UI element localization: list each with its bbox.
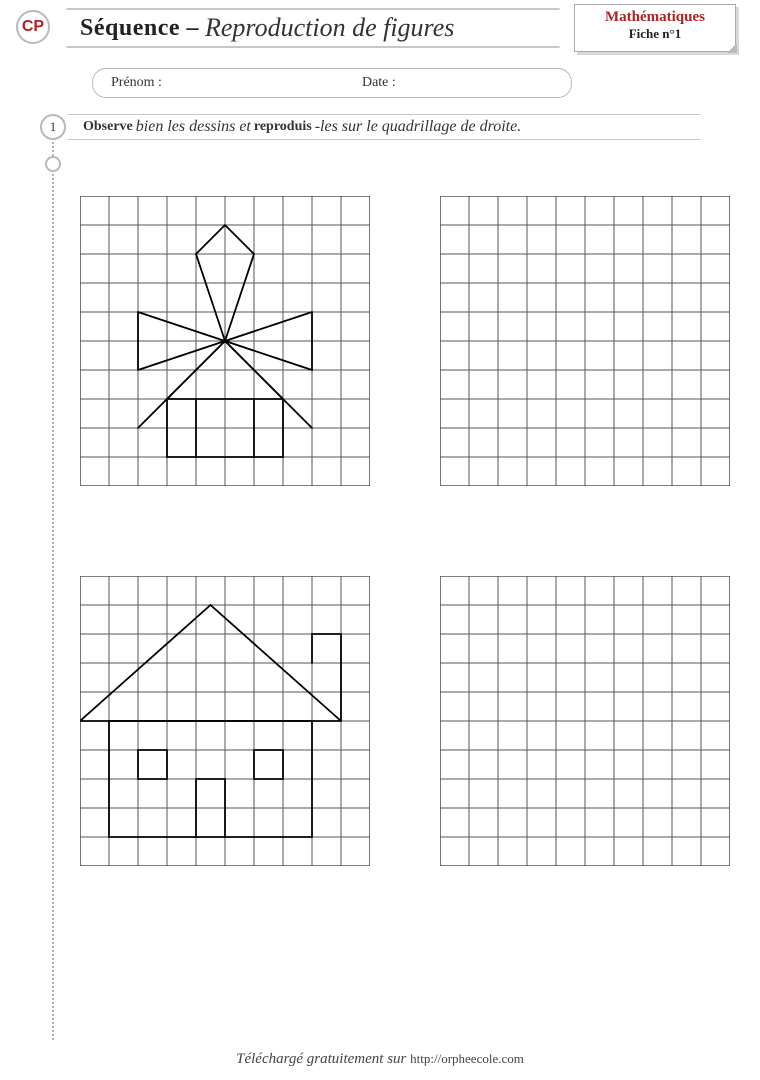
grid-row-1 (80, 196, 730, 486)
subject-box: Mathématiques Fiche n°1 (574, 4, 736, 52)
grid-figure-2 (80, 576, 370, 866)
title-script: Reproduction de figures (205, 13, 454, 43)
instr-bold-1: Observe (83, 119, 133, 135)
footer-url: http://orpheecole.com (410, 1051, 524, 1066)
date-label: Date : (362, 75, 396, 91)
grids-area (80, 196, 730, 1020)
task-number-badge: 1 (40, 114, 66, 140)
grid-row-2 (80, 576, 730, 866)
subject-label: Mathématiques (575, 9, 735, 26)
worksheet-header: CP Séquence – Reproduction de figures Ma… (0, 6, 760, 62)
title-bar: Séquence – Reproduction de figures (66, 8, 560, 48)
name-date-row: Prénom : Date : (92, 68, 572, 98)
instruction-bar: Observe bien les dessins et reproduis -l… (68, 114, 700, 140)
timeline-dotted (52, 118, 54, 1040)
instr-text-1: bien les dessins et (136, 118, 251, 136)
grid-blank-2 (440, 576, 730, 866)
grid-figure-1 (80, 196, 370, 486)
prenom-label: Prénom : (111, 75, 162, 91)
grid-blank-1 (440, 196, 730, 486)
instr-text-2: -les sur le quadrillage de droite. (315, 118, 522, 136)
footer-text: Téléchargé gratuitement sur (236, 1051, 410, 1067)
sheet-number: Fiche n°1 (575, 26, 735, 42)
footer: Téléchargé gratuitement sur http://orphe… (0, 1051, 760, 1068)
grade-badge: CP (16, 10, 50, 44)
title-strong: Séquence – (80, 15, 199, 42)
instr-bold-2: reproduis (254, 119, 312, 135)
timeline-dot (45, 156, 61, 172)
